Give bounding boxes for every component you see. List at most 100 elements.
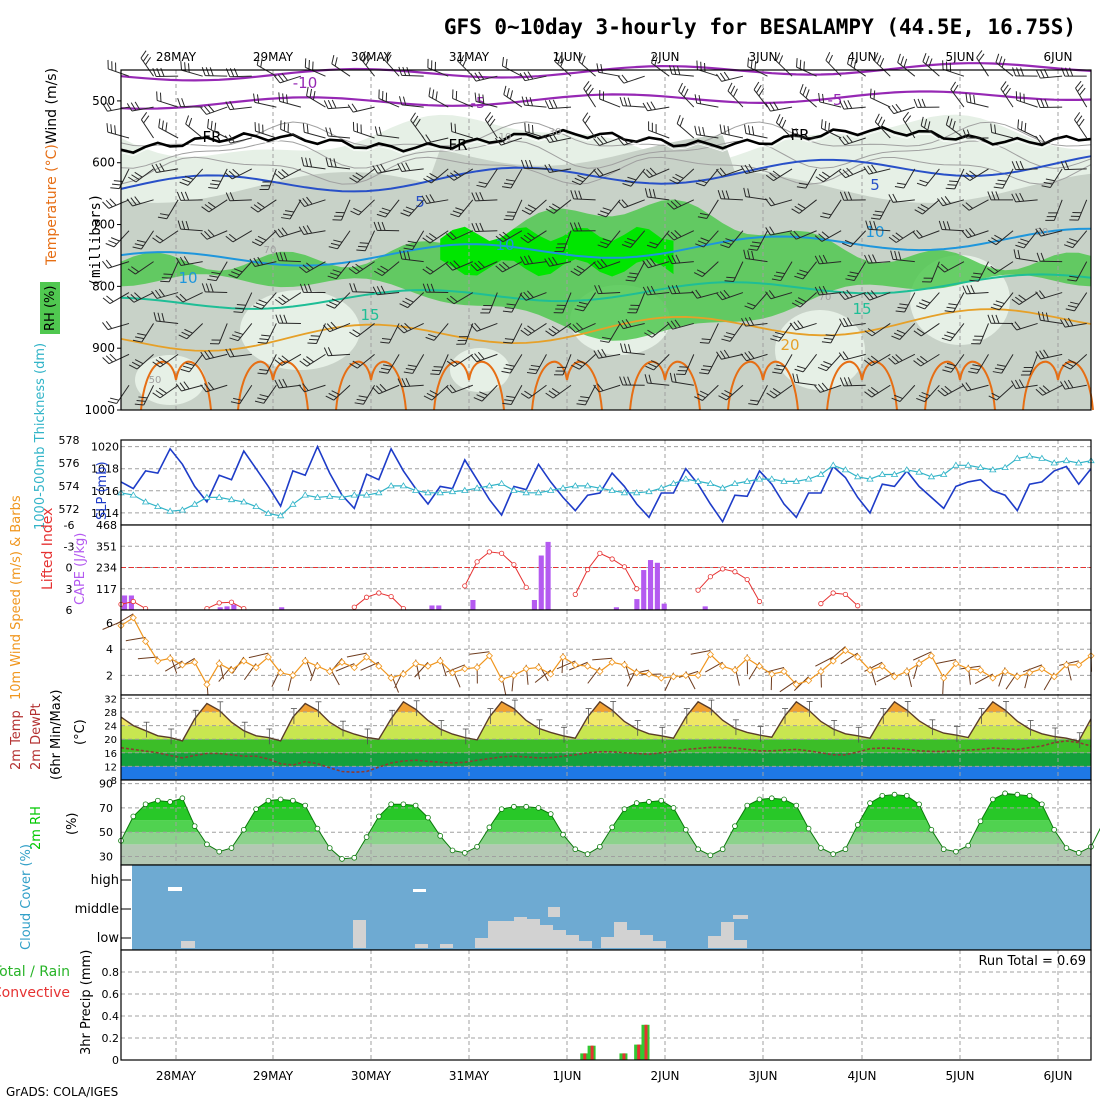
wind-barb-flag <box>446 233 454 241</box>
wind-barb-flag <box>155 163 161 173</box>
wind-barb-flag <box>696 60 698 70</box>
temp-band <box>121 701 1091 712</box>
wind-barb-flag <box>674 319 681 328</box>
wind-barb-flag <box>799 59 802 69</box>
wind-barb-flag <box>725 332 735 336</box>
wind-barb-flag <box>697 393 706 399</box>
wind-barb-flag <box>1043 349 1049 358</box>
wind-barb-flag <box>891 105 899 113</box>
wind-barb-flag <box>499 233 507 241</box>
bottom-day-label: 30MAY <box>351 1069 392 1083</box>
wind-barb-flag <box>177 98 182 107</box>
wind-barb-flag <box>721 392 730 398</box>
thickness-marker <box>743 477 751 484</box>
wind-barb-flag <box>229 348 235 357</box>
wind-barb-flag <box>251 241 261 247</box>
wind-barb-flag <box>846 167 854 175</box>
rh-marker <box>486 824 493 831</box>
wind-barb-flag <box>927 121 931 131</box>
li-line <box>697 568 760 602</box>
wind-barb-flag <box>624 179 634 184</box>
wind-barb-flag <box>582 112 589 121</box>
wind-barb-flag <box>487 115 494 124</box>
wind-barb-flag <box>791 208 800 214</box>
wind-barb-flag <box>283 252 288 262</box>
wind-barb-flag <box>128 364 138 370</box>
wind-barb-flag <box>1036 99 1041 108</box>
isotherm-label: 5 <box>870 176 880 194</box>
wind-barb-flag <box>136 239 146 243</box>
wind-barb-flag <box>1039 227 1046 236</box>
wind-barb-flag <box>307 283 312 293</box>
thickness-marker <box>768 475 776 482</box>
wind-barb-flag <box>1040 252 1045 262</box>
wind-barb-flag <box>355 172 364 178</box>
wind-barb-flag <box>1067 379 1074 389</box>
thickness-marker <box>989 466 997 473</box>
panel-background <box>121 950 1091 1060</box>
wind-barb-flag <box>776 364 786 368</box>
wind-barb-flag <box>1015 193 1021 202</box>
cape-tick-label: 351 <box>96 540 117 553</box>
wind-barb-flag <box>506 395 516 399</box>
wind-barb-flag <box>897 306 907 309</box>
wind-barb-flag <box>279 314 284 324</box>
wind-barb-flag <box>872 254 877 263</box>
wind-barb-flag <box>694 396 703 401</box>
wind-barb-flag <box>302 197 309 206</box>
li-line <box>206 601 245 610</box>
wind-barb-flag <box>794 299 804 305</box>
rh-marker <box>805 825 812 832</box>
wind-barb-flag <box>136 400 146 402</box>
thickness-marker <box>1025 452 1034 459</box>
wind-barb-flag <box>152 237 161 244</box>
wind-barb-flag <box>913 330 922 337</box>
wind-barb-flag <box>744 164 751 173</box>
wind-barb-flag <box>962 129 967 139</box>
wind-barb-flag <box>495 265 503 273</box>
wind-barb-flag <box>644 374 648 384</box>
surface-wind-barb <box>840 652 858 665</box>
wind-barb-flag <box>450 172 458 179</box>
wind-barb-flag <box>298 384 305 393</box>
wind-barb-flag <box>578 53 583 62</box>
thickness-marker <box>313 493 322 500</box>
wind-barb-flag <box>328 301 338 306</box>
wind-barb-flag <box>990 306 1000 311</box>
wind-barb-flag <box>699 372 709 375</box>
wind-barb-flag <box>600 63 603 74</box>
wind-speed-marker <box>952 660 960 668</box>
wind-barb-flag <box>425 336 435 341</box>
isotherm-line <box>120 129 1092 157</box>
wind-barb-flag <box>820 364 830 369</box>
wind-barb-flag <box>1068 359 1077 365</box>
wind-barb-flag <box>179 256 186 266</box>
wind-barb-flag <box>128 176 137 183</box>
wind-barb-flag <box>994 367 1004 371</box>
wind-barb-flag <box>839 100 845 110</box>
wind-barb-flag <box>617 75 625 84</box>
wind-barb-flag <box>621 199 629 207</box>
isotherm-line <box>120 227 1092 267</box>
wind-barb-flag <box>452 210 462 215</box>
rh-marker <box>670 805 677 811</box>
low-cloud-block <box>601 937 614 948</box>
wind-barb-flag <box>596 260 604 268</box>
wind-barb-flag <box>701 338 711 341</box>
bottom-day-label: 5JUN <box>946 1069 975 1083</box>
wind-barb-flag <box>453 170 462 177</box>
wind-barb-flag <box>527 232 535 239</box>
wind-speed-marker <box>866 666 874 674</box>
rh-marker <box>376 813 382 820</box>
wind-barb-flag <box>298 226 305 235</box>
wind-speed-marker <box>264 653 272 661</box>
thickness-marker <box>141 498 150 505</box>
wind-barb-flag <box>377 268 386 274</box>
pressure-tick-label: 1000 <box>84 403 115 417</box>
wind-barb-flag <box>758 88 765 97</box>
wind-barb-flag <box>765 198 772 207</box>
wind-barb-flag <box>375 385 383 393</box>
wind-barb-flag <box>400 324 408 332</box>
bottom-day-label: 2JUN <box>651 1069 680 1083</box>
